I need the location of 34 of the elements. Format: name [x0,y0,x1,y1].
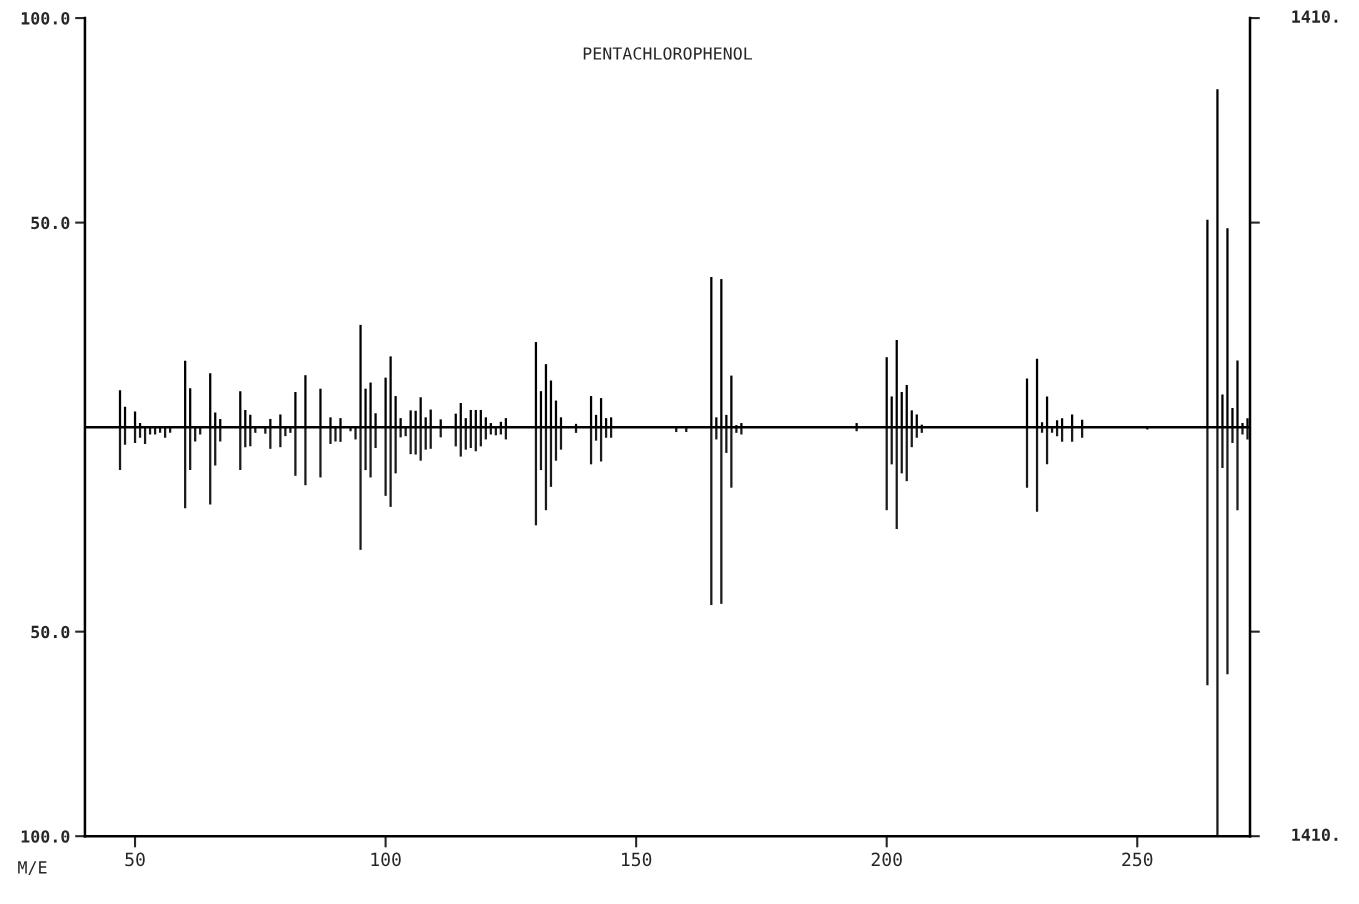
bar [1246,427,1249,440]
text: 1410. [1292,10,1338,23]
bar [294,427,297,476]
bar [364,427,367,471]
x-axis-title: M/E [18,861,47,876]
bar [359,427,362,550]
x-tick-label: 150 [622,852,652,867]
text: 1410. [1292,828,1338,842]
bar [1206,427,1209,686]
bar [339,427,342,442]
x-tick-label: 100 [371,852,401,867]
bar [1231,427,1234,444]
x-tick-label: 250 [1122,852,1153,867]
bar [394,427,397,474]
bar [369,427,372,478]
bar [1216,427,1219,837]
y-tick-label: 50.0 [31,216,70,230]
x-tick-label: 50 [125,852,145,867]
bar [1221,427,1224,469]
bar [329,427,332,444]
bar [334,427,337,442]
bar [384,427,387,496]
bar [319,427,322,478]
text: PENTACHLOROPHENOL [583,47,752,60]
bar [304,427,307,486]
bar [1236,427,1239,511]
bar [374,427,377,448]
bar [1226,427,1229,675]
bar [354,427,357,440]
y-tick-label: 50.0 [31,625,70,639]
bar [389,427,392,507]
y-tick-label: 100.0 [21,12,70,25]
x-tick-label: 200 [871,852,902,867]
y-tick-label: 100.0 [21,830,70,843]
